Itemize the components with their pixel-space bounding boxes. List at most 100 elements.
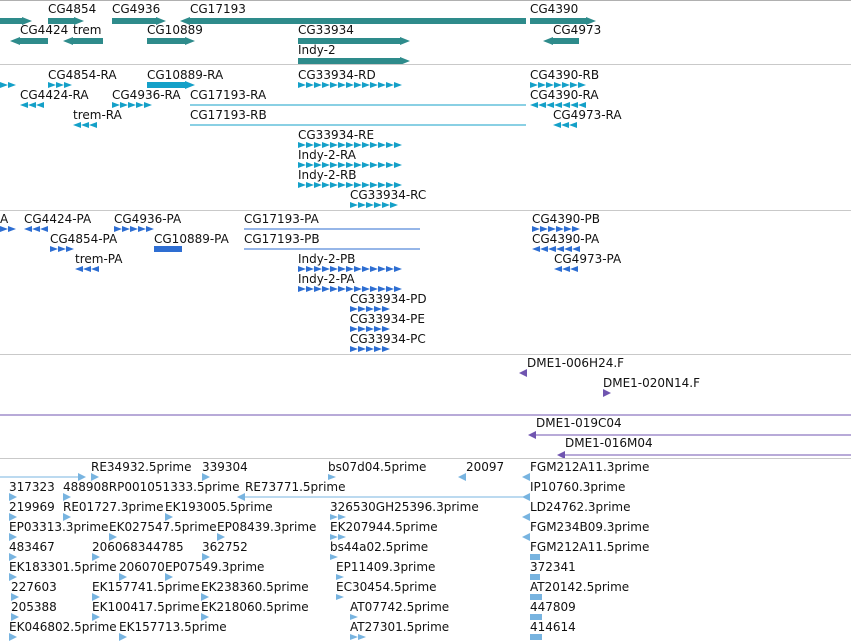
feature-glyph[interactable] xyxy=(350,612,364,622)
feature-glyph[interactable] xyxy=(92,592,100,602)
feature-glyph[interactable] xyxy=(244,224,420,234)
feature-glyph[interactable] xyxy=(298,36,410,46)
feature-glyph[interactable] xyxy=(298,140,402,150)
feature-glyph[interactable] xyxy=(165,512,173,522)
feature-glyph[interactable] xyxy=(328,472,342,482)
feature-glyph[interactable] xyxy=(298,264,402,274)
feature-glyph[interactable] xyxy=(92,612,100,622)
feature-glyph[interactable] xyxy=(530,552,540,562)
feature-glyph-continuation[interactable] xyxy=(0,80,22,90)
feature-glyph[interactable] xyxy=(119,632,127,642)
feature-glyph[interactable] xyxy=(201,592,209,602)
feature-glyph[interactable] xyxy=(73,120,103,130)
feature-glyph[interactable] xyxy=(530,16,596,26)
feature-glyph[interactable] xyxy=(532,224,586,234)
feature-glyph[interactable] xyxy=(0,224,18,234)
feature-glyph-continuation[interactable] xyxy=(0,412,851,420)
feature-glyph[interactable] xyxy=(330,532,346,542)
feature-glyph[interactable] xyxy=(63,492,71,502)
feature-glyph[interactable] xyxy=(202,472,210,482)
feature-glyph[interactable] xyxy=(147,36,195,46)
feature-label: 339304 xyxy=(202,460,248,474)
feature-glyph[interactable] xyxy=(9,552,17,562)
feature-glyph[interactable] xyxy=(9,532,17,542)
feature-glyph[interactable] xyxy=(91,472,99,482)
feature-glyph[interactable] xyxy=(522,472,530,482)
feature-glyph[interactable] xyxy=(63,512,71,522)
feature-label: CG4424-PA xyxy=(24,212,92,226)
feature-glyph[interactable] xyxy=(553,120,579,130)
feature-glyph[interactable] xyxy=(530,632,542,642)
feature-glyph[interactable] xyxy=(522,532,530,542)
feature-glyph[interactable] xyxy=(350,304,396,314)
feature-glyph[interactable] xyxy=(63,36,103,46)
feature-glyph[interactable] xyxy=(336,592,350,602)
feature-glyph[interactable] xyxy=(237,492,530,502)
feature-label: RE34932.5prime xyxy=(91,460,192,474)
feature-glyph[interactable] xyxy=(530,80,586,90)
feature-glyph[interactable] xyxy=(11,592,19,602)
feature-glyph[interactable] xyxy=(530,100,586,110)
feature-glyph[interactable] xyxy=(9,572,17,582)
feature-glyph[interactable] xyxy=(201,612,209,622)
feature-glyph[interactable] xyxy=(9,492,17,502)
feature-glyph[interactable] xyxy=(530,572,540,582)
feature-glyph[interactable] xyxy=(112,16,166,26)
feature-glyph[interactable] xyxy=(350,632,368,642)
feature-glyph[interactable] xyxy=(330,552,344,562)
feature-glyph[interactable] xyxy=(9,632,17,642)
feature-glyph[interactable] xyxy=(244,244,420,254)
feature-glyph[interactable] xyxy=(350,200,402,210)
feature-glyph[interactable] xyxy=(336,572,350,582)
feature-glyph[interactable] xyxy=(298,180,402,190)
feature-glyph[interactable] xyxy=(298,284,402,294)
feature-glyph[interactable] xyxy=(458,472,466,482)
feature-glyph[interactable] xyxy=(528,430,851,440)
feature-label: FGM212A11.3prime xyxy=(530,460,650,474)
feature-label: EK193005.5prime xyxy=(165,500,273,514)
feature-glyph[interactable] xyxy=(350,324,396,334)
feature-glyph[interactable] xyxy=(522,512,530,522)
feature-glyph[interactable] xyxy=(298,160,402,170)
feature-glyph[interactable] xyxy=(350,344,396,354)
feature-glyph[interactable] xyxy=(519,368,527,378)
feature-glyph[interactable] xyxy=(50,244,74,254)
feature-glyph[interactable] xyxy=(92,552,100,562)
feature-glyph[interactable] xyxy=(543,36,579,46)
feature-glyph[interactable] xyxy=(530,592,542,602)
feature-glyph[interactable] xyxy=(24,224,50,234)
feature-glyph[interactable] xyxy=(9,512,17,522)
feature-glyph[interactable] xyxy=(48,16,84,26)
feature-glyph[interactable] xyxy=(75,264,103,274)
feature-glyph[interactable] xyxy=(298,56,410,64)
feature-glyph[interactable] xyxy=(298,80,402,90)
feature-glyph[interactable] xyxy=(112,100,156,110)
feature-glyph[interactable] xyxy=(11,612,19,622)
feature-glyph[interactable] xyxy=(10,36,48,46)
feature-glyph[interactable] xyxy=(557,450,851,458)
feature-label: CG33934-RC xyxy=(350,188,427,202)
feature-glyph-continuation[interactable] xyxy=(0,16,32,26)
feature-glyph[interactable] xyxy=(202,552,210,562)
feature-glyph[interactable] xyxy=(532,244,586,254)
feature-glyph[interactable] xyxy=(530,612,542,622)
feature-glyph[interactable] xyxy=(603,388,611,398)
feature-glyph[interactable] xyxy=(109,532,117,542)
feature-glyph-continuation[interactable] xyxy=(0,472,86,482)
feature-glyph[interactable] xyxy=(190,100,526,110)
feature-glyph[interactable] xyxy=(190,120,526,130)
feature-glyph[interactable] xyxy=(147,80,195,90)
feature-label: CG10889-PA xyxy=(154,232,229,246)
feature-glyph[interactable] xyxy=(554,264,580,274)
clones-a-track: DME1-006H24.F DME1-020N14.F xyxy=(0,354,851,412)
feature-glyph[interactable] xyxy=(180,16,526,26)
feature-glyph[interactable] xyxy=(114,224,154,234)
feature-glyph[interactable] xyxy=(165,572,173,582)
feature-glyph[interactable] xyxy=(522,492,530,502)
feature-glyph[interactable] xyxy=(330,512,346,522)
feature-glyph[interactable] xyxy=(48,80,74,90)
feature-glyph[interactable] xyxy=(217,532,225,542)
feature-glyph[interactable] xyxy=(119,572,127,582)
feature-glyph[interactable] xyxy=(154,244,182,254)
feature-glyph[interactable] xyxy=(20,100,48,110)
